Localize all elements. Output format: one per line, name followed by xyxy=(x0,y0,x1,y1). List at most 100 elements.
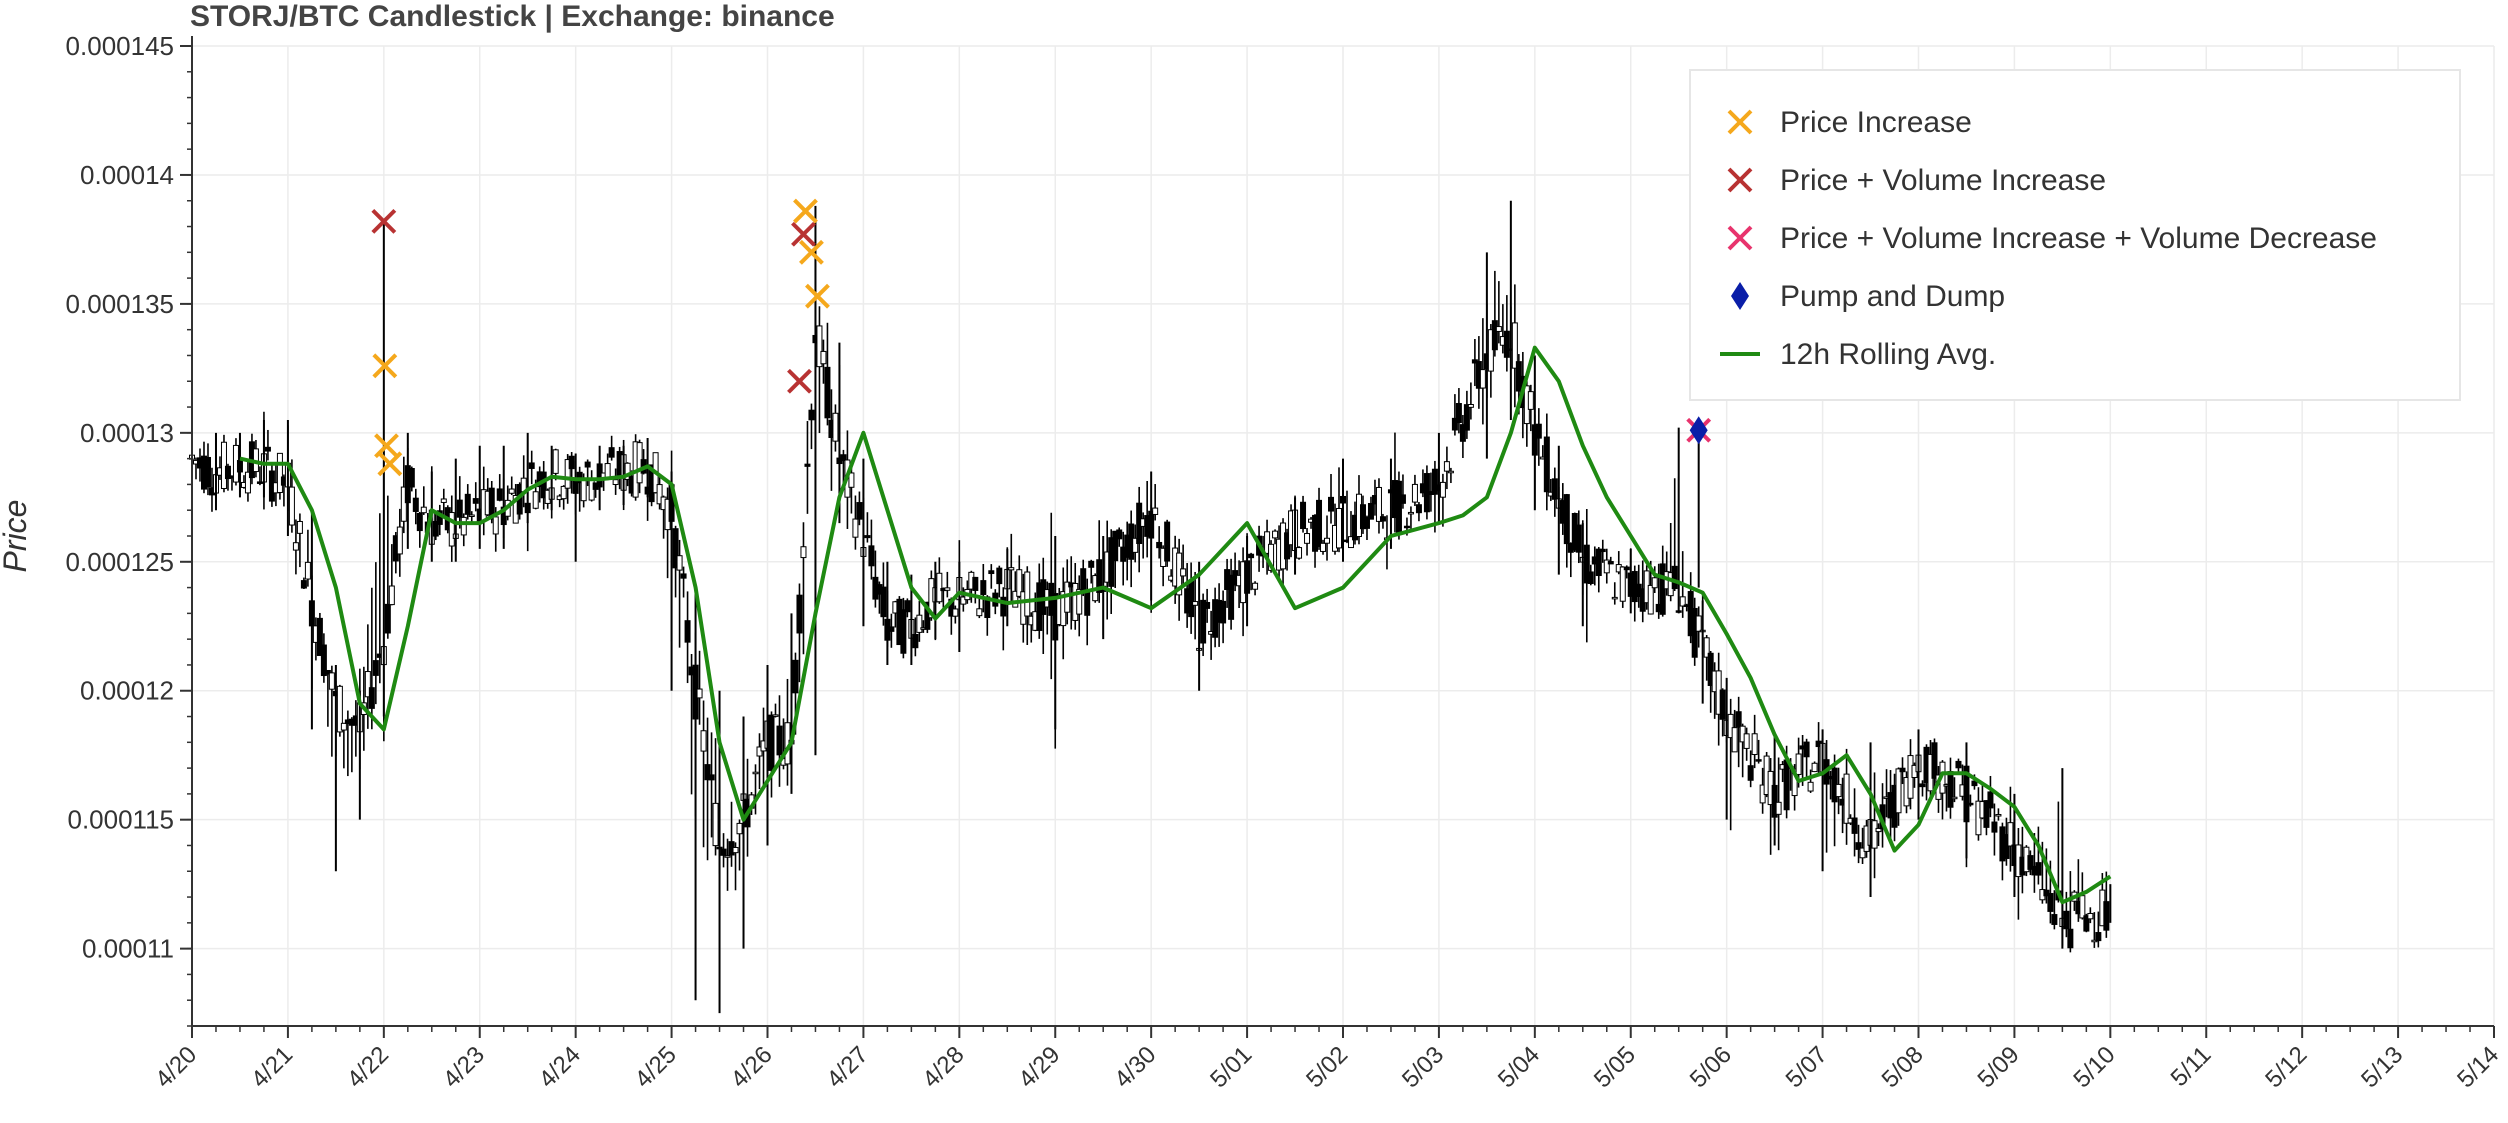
x-tick-label: 5/10 xyxy=(2068,1041,2120,1093)
candle-body xyxy=(1859,847,1866,859)
x-marker-stroke xyxy=(377,451,403,477)
candle-body xyxy=(772,714,779,717)
candle-body xyxy=(900,609,907,654)
candle-body xyxy=(316,617,323,656)
candle-body xyxy=(1707,652,1714,686)
candle-body xyxy=(2083,915,2090,932)
candle-body xyxy=(1803,741,1810,758)
candle-body xyxy=(1611,596,1618,600)
candle-body xyxy=(400,486,407,522)
candle-body xyxy=(1320,542,1327,552)
candle-body xyxy=(1296,547,1303,559)
candle-body xyxy=(1991,821,1998,833)
candle-body xyxy=(528,462,535,469)
candle-body xyxy=(1359,504,1366,530)
x-marker xyxy=(787,368,812,394)
candle-body xyxy=(560,485,567,500)
candle-body xyxy=(244,471,251,494)
candle-body xyxy=(2103,901,2110,931)
candle-body xyxy=(1947,771,1954,808)
candle-body xyxy=(752,771,759,775)
candle-body xyxy=(2067,928,2074,949)
candle-body xyxy=(756,746,763,757)
candle-body xyxy=(220,441,227,490)
candle-body xyxy=(1112,530,1119,562)
x-tick-label: 4/25 xyxy=(630,1041,682,1093)
x-marker xyxy=(1727,167,1753,193)
candle-body xyxy=(1375,486,1382,522)
candle-body xyxy=(1575,524,1582,553)
x-tick-label: 5/05 xyxy=(1589,1041,1641,1093)
x-tick-label: 5/07 xyxy=(1781,1041,1833,1093)
candle-body xyxy=(1899,767,1906,773)
candle-body xyxy=(1495,326,1502,332)
candle-body xyxy=(1807,781,1814,792)
x-tick-label: 4/30 xyxy=(1109,1041,1161,1093)
x-marker-stroke xyxy=(371,208,397,234)
candle-body xyxy=(1156,541,1163,549)
candle-body xyxy=(608,447,615,458)
candle-body xyxy=(1527,391,1534,410)
x-marker-stroke xyxy=(1727,167,1753,193)
candle-body xyxy=(1731,727,1738,753)
candle-body xyxy=(712,802,719,847)
candle-body xyxy=(1399,494,1406,504)
candle-body xyxy=(1080,568,1087,594)
candle-body xyxy=(552,449,559,474)
x-tick-label: 5/04 xyxy=(1493,1041,1545,1093)
candle-body xyxy=(1695,615,1702,632)
legend: Price Increase Price + Volume Increase Pri… xyxy=(1689,69,2461,401)
candle-body xyxy=(300,580,307,589)
signal-markers xyxy=(371,198,1712,477)
candle-body xyxy=(340,722,347,731)
legend-label: Price + Volume Increase xyxy=(1780,164,2106,197)
candle-body xyxy=(1192,601,1199,606)
candle-body xyxy=(432,520,439,537)
candle-body xyxy=(2003,834,2010,859)
legend-label: Price + Volume Increase + Volume Decreas… xyxy=(1780,222,2377,255)
candle-body xyxy=(1228,574,1235,620)
candle-body xyxy=(1651,577,1658,589)
candle-body xyxy=(1463,404,1470,431)
candle-body xyxy=(1108,537,1115,587)
candle-body xyxy=(724,855,731,858)
y-tick-label: 0.00013 xyxy=(80,418,174,448)
candle-body xyxy=(288,486,295,526)
candle-body xyxy=(336,685,343,733)
candle-body xyxy=(1919,783,1926,788)
candle-body xyxy=(612,479,619,486)
candle-body xyxy=(580,478,587,502)
candle-body xyxy=(800,546,807,559)
x-marker-stroke xyxy=(1727,109,1753,135)
candle-body xyxy=(1871,820,1878,849)
candle-body xyxy=(540,471,547,499)
x-marker xyxy=(372,353,398,379)
candle-body xyxy=(980,580,987,595)
candle-body xyxy=(1264,531,1271,554)
candle-body xyxy=(364,671,371,698)
rolling-average-series xyxy=(239,345,2112,905)
diamond-marker xyxy=(1689,416,1708,445)
x-marker-stroke xyxy=(791,221,816,247)
candle-body xyxy=(1415,504,1422,514)
candle-body xyxy=(1603,559,1610,574)
candle-body xyxy=(564,459,571,489)
candle-body xyxy=(1751,733,1758,756)
candle-body xyxy=(1000,596,1007,617)
candle-body xyxy=(2007,822,2014,847)
candle-body xyxy=(1324,537,1331,544)
y-tick-label: 0.00011 xyxy=(82,934,174,964)
candle-body xyxy=(1116,529,1123,540)
x-tick-label: 5/11 xyxy=(2166,1041,2217,1092)
x-marker-stroke xyxy=(793,198,818,224)
y-tick-label: 0.00012 xyxy=(80,676,174,706)
candle-body xyxy=(2063,910,2070,930)
candle-body xyxy=(1851,817,1858,834)
candle-body xyxy=(1467,404,1474,408)
legend-label: 12h Rolling Avg. xyxy=(1780,338,1996,371)
x-tick-label: 4/27 xyxy=(822,1041,874,1093)
candle-body xyxy=(1875,827,1882,833)
candle-body xyxy=(1703,637,1710,658)
candle-body xyxy=(1543,436,1550,493)
x-marker xyxy=(793,198,818,224)
